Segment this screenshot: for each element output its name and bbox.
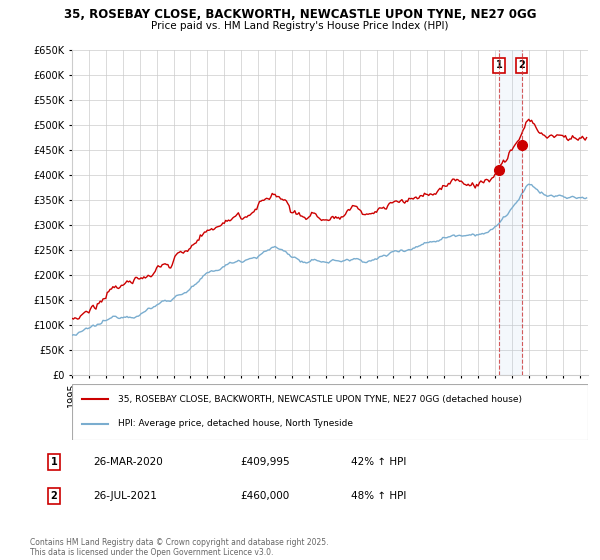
Text: 2: 2 [518,60,525,71]
Text: 48% ↑ HPI: 48% ↑ HPI [351,491,406,501]
Text: 42% ↑ HPI: 42% ↑ HPI [351,457,406,467]
FancyBboxPatch shape [72,384,588,440]
Text: 1: 1 [496,60,502,71]
Text: 1: 1 [50,457,58,467]
Text: 35, ROSEBAY CLOSE, BACKWORTH, NEWCASTLE UPON TYNE, NE27 0GG (detached house): 35, ROSEBAY CLOSE, BACKWORTH, NEWCASTLE … [118,395,523,404]
Text: 26-MAR-2020: 26-MAR-2020 [93,457,163,467]
Text: Contains HM Land Registry data © Crown copyright and database right 2025.
This d: Contains HM Land Registry data © Crown c… [30,538,329,557]
Text: Price paid vs. HM Land Registry's House Price Index (HPI): Price paid vs. HM Land Registry's House … [151,21,449,31]
Text: HPI: Average price, detached house, North Tyneside: HPI: Average price, detached house, Nort… [118,419,353,428]
Text: 35, ROSEBAY CLOSE, BACKWORTH, NEWCASTLE UPON TYNE, NE27 0GG: 35, ROSEBAY CLOSE, BACKWORTH, NEWCASTLE … [64,8,536,21]
Text: £460,000: £460,000 [240,491,289,501]
Text: 26-JUL-2021: 26-JUL-2021 [93,491,157,501]
Text: 2: 2 [50,491,58,501]
Text: £409,995: £409,995 [240,457,290,467]
Bar [499,50,521,375]
